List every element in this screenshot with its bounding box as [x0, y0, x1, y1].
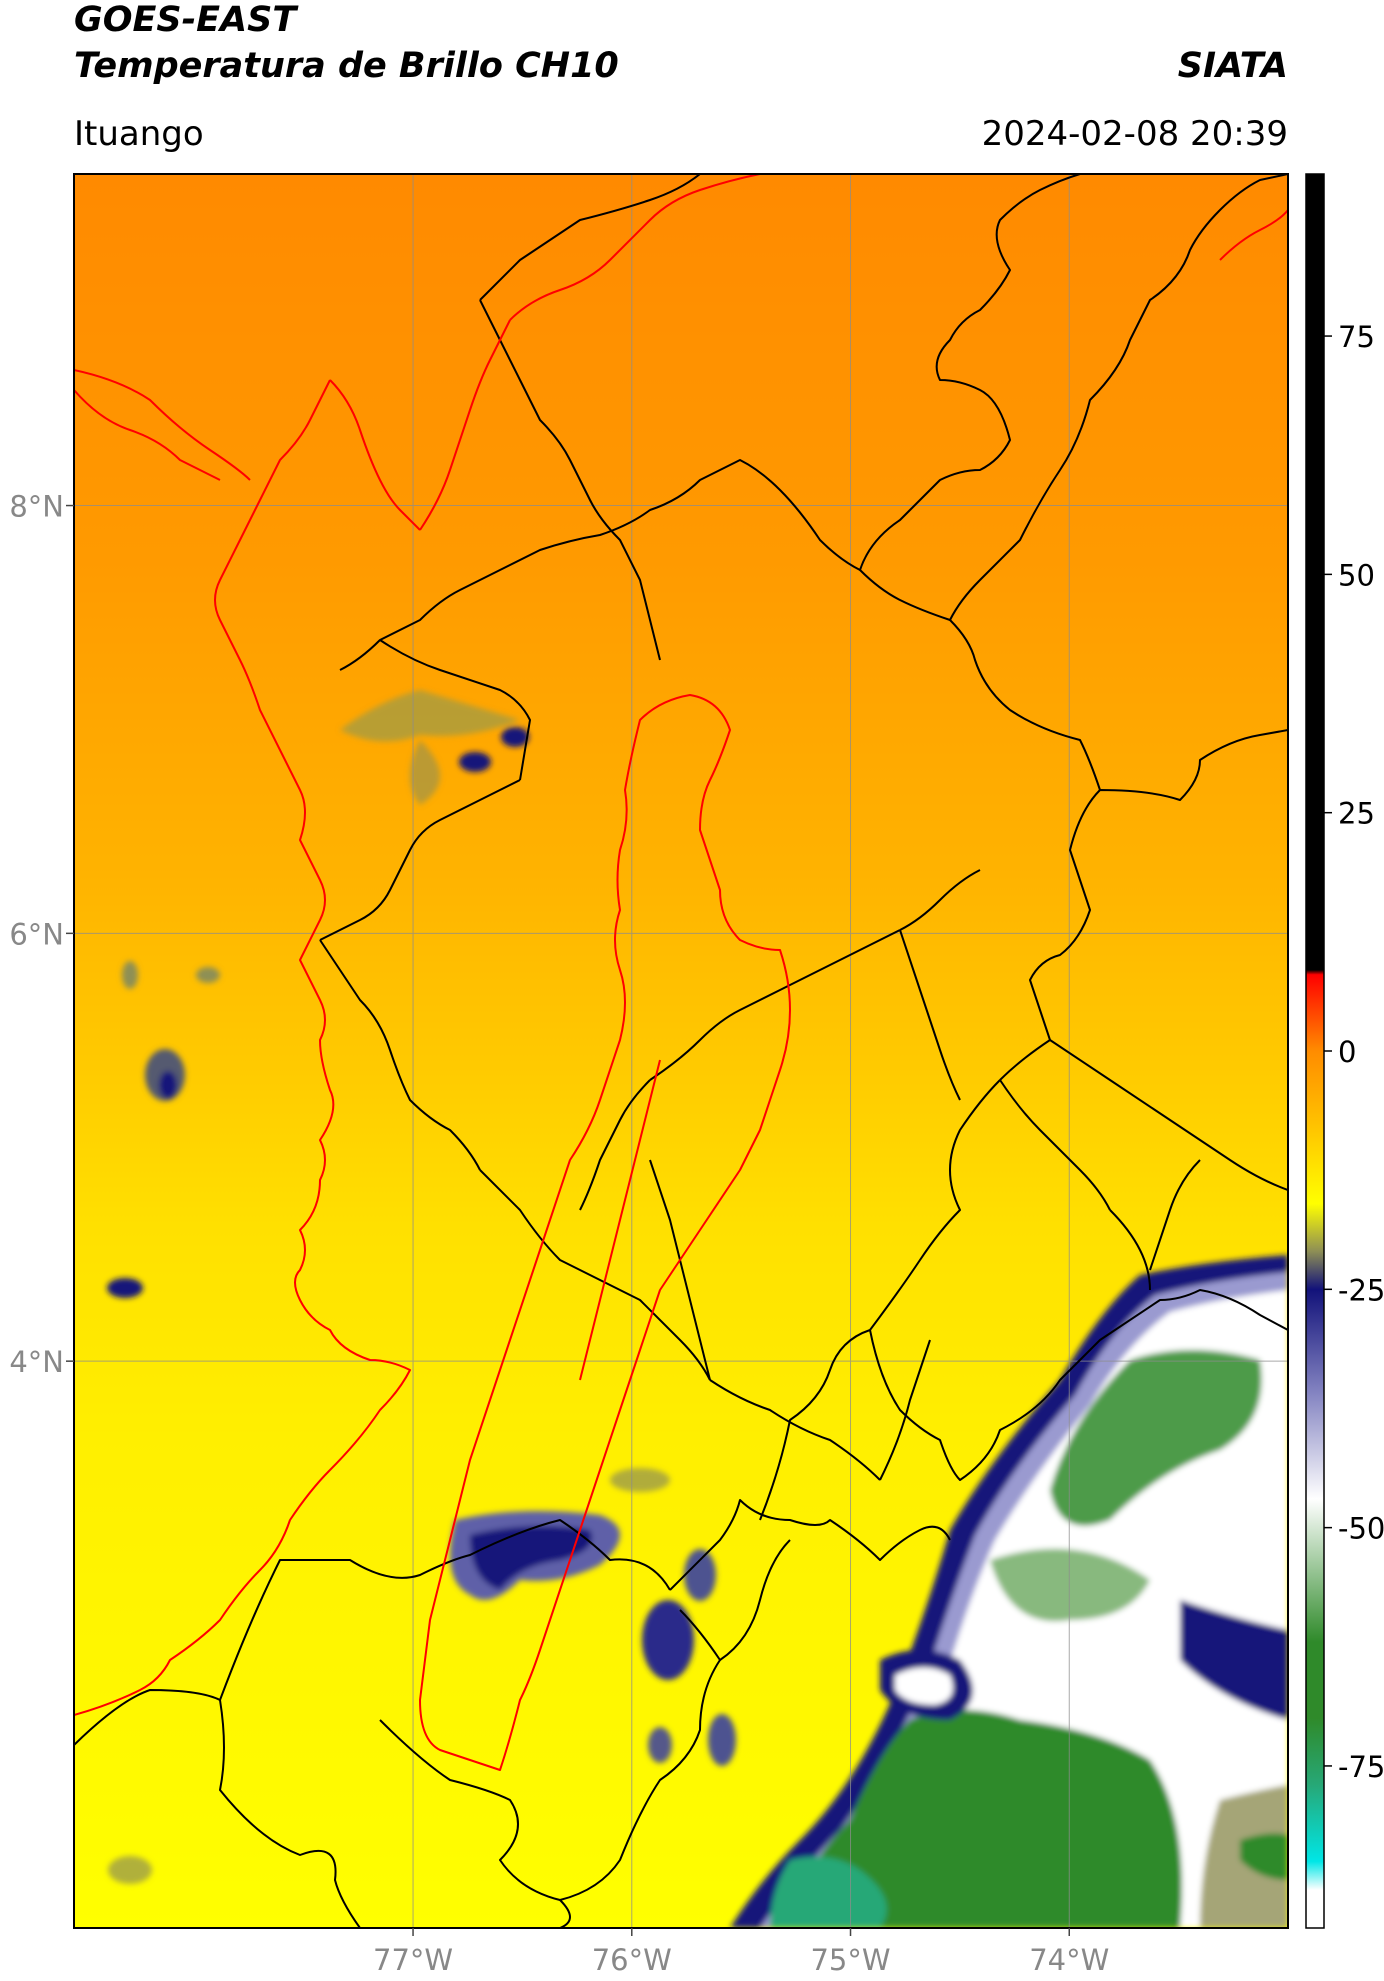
colorbar-tick-label: -25	[1338, 1273, 1384, 1307]
colorbar: 75 50 25 0 -25 -50 -75	[1305, 173, 1384, 1929]
colorbar-tick-label: -75	[1338, 1750, 1384, 1784]
admin-boundaries	[74, 174, 1288, 1928]
gridlines	[74, 174, 1288, 1928]
cloud-specks	[107, 690, 736, 1884]
lon-tick-label: 75°W	[810, 1943, 890, 1977]
datetime-label: 2024-02-08 20:39	[981, 114, 1288, 154]
colorbar-ticks: 75 50 25 0 -25 -50 -75	[1324, 320, 1384, 1784]
lon-tick-label: 74°W	[1029, 1943, 1109, 1977]
location-label: Ituango	[74, 114, 204, 154]
map-frame	[73, 173, 1289, 1929]
lon-tick-label: 76°W	[592, 1943, 672, 1977]
colorbar-tick-label: 25	[1338, 797, 1375, 831]
lat-tick-label: 4°N	[9, 1345, 64, 1379]
map-panel	[74, 174, 1288, 1928]
colorbar-bar	[1305, 173, 1325, 1929]
colorbar-tick-label: 0	[1338, 1035, 1356, 1069]
cloud-complex-southeast	[730, 1255, 1288, 1928]
brand-label: SIATA	[1177, 46, 1288, 86]
longitude-labels: 77°W 76°W 75°W 74°W	[373, 1928, 1109, 1977]
latitude-labels: 8°N 6°N 4°N	[9, 490, 74, 1379]
lat-tick-label: 8°N	[9, 490, 64, 524]
lon-tick-label: 77°W	[373, 1943, 453, 1977]
satellite-title: GOES-EAST	[74, 0, 297, 40]
colorbar-tick-label: 75	[1338, 320, 1375, 354]
lat-tick-label: 6°N	[9, 917, 64, 951]
colorbar-tick-label: -50	[1338, 1512, 1384, 1546]
red-outlines	[74, 174, 1288, 1771]
product-title: Temperatura de Brillo CH10	[74, 46, 619, 86]
colorbar-tick-label: 50	[1338, 558, 1375, 592]
